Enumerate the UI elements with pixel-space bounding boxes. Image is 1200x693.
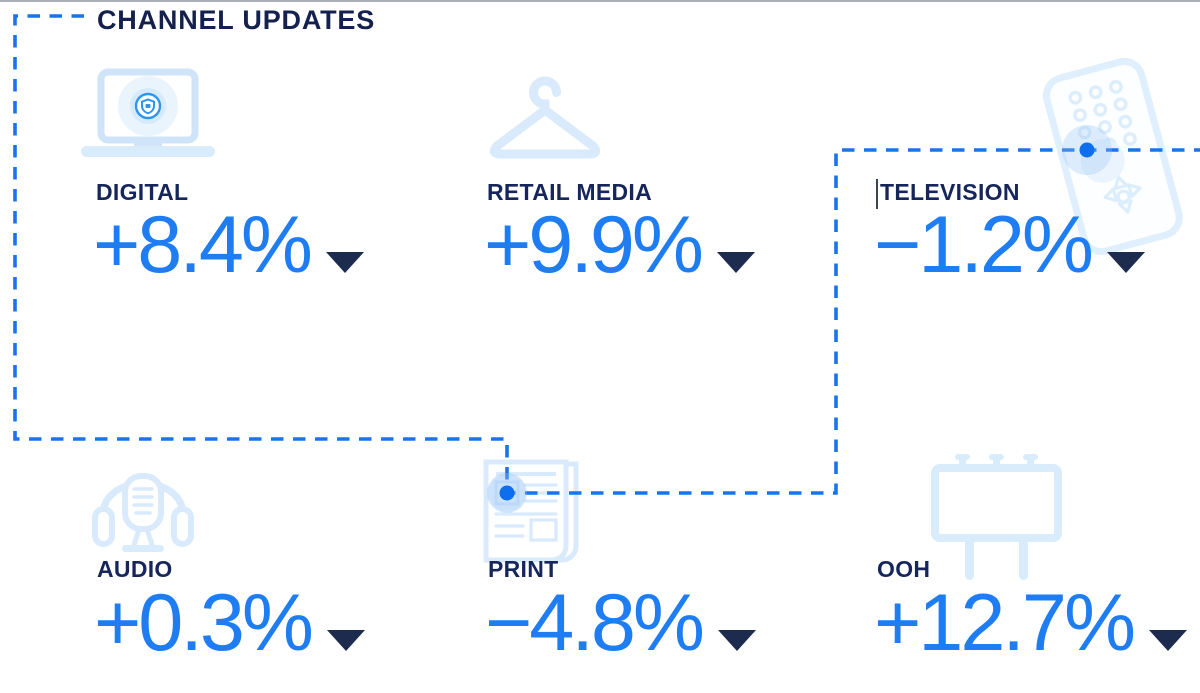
billboard-icon (926, 452, 1066, 582)
triangle-down-icon (326, 629, 365, 651)
clothes-hanger-icon (483, 72, 607, 166)
channel-label-ooh: OOH (877, 556, 931, 582)
channel-value-audio: +0.3% (94, 578, 314, 668)
connector-anchor-dot-television[interactable] (1062, 125, 1112, 175)
connector-anchor-dot-print[interactable] (487, 473, 527, 513)
channel-value-ooh: +12.7% (874, 578, 1136, 668)
microphone-headphones-icon (86, 457, 200, 557)
channel-label-audio: AUDIO (97, 556, 173, 582)
channel-value-digital: +8.4% (93, 200, 313, 290)
page-title: CHANNEL UPDATES (97, 5, 376, 35)
channel-value-retail-media: +9.9% (484, 200, 704, 290)
triangle-down-icon (1148, 629, 1187, 651)
channel-value-print: −4.8% (485, 578, 705, 668)
triangle-down-icon (1106, 251, 1145, 273)
text-cursor (876, 179, 878, 209)
triangle-down-icon (716, 251, 755, 273)
laptop-security-icon (80, 68, 216, 166)
channel-label-print: PRINT (488, 556, 559, 582)
triangle-down-icon (717, 629, 756, 651)
channel-value-television: −1.2% (874, 200, 1094, 290)
triangle-down-icon (325, 251, 364, 273)
